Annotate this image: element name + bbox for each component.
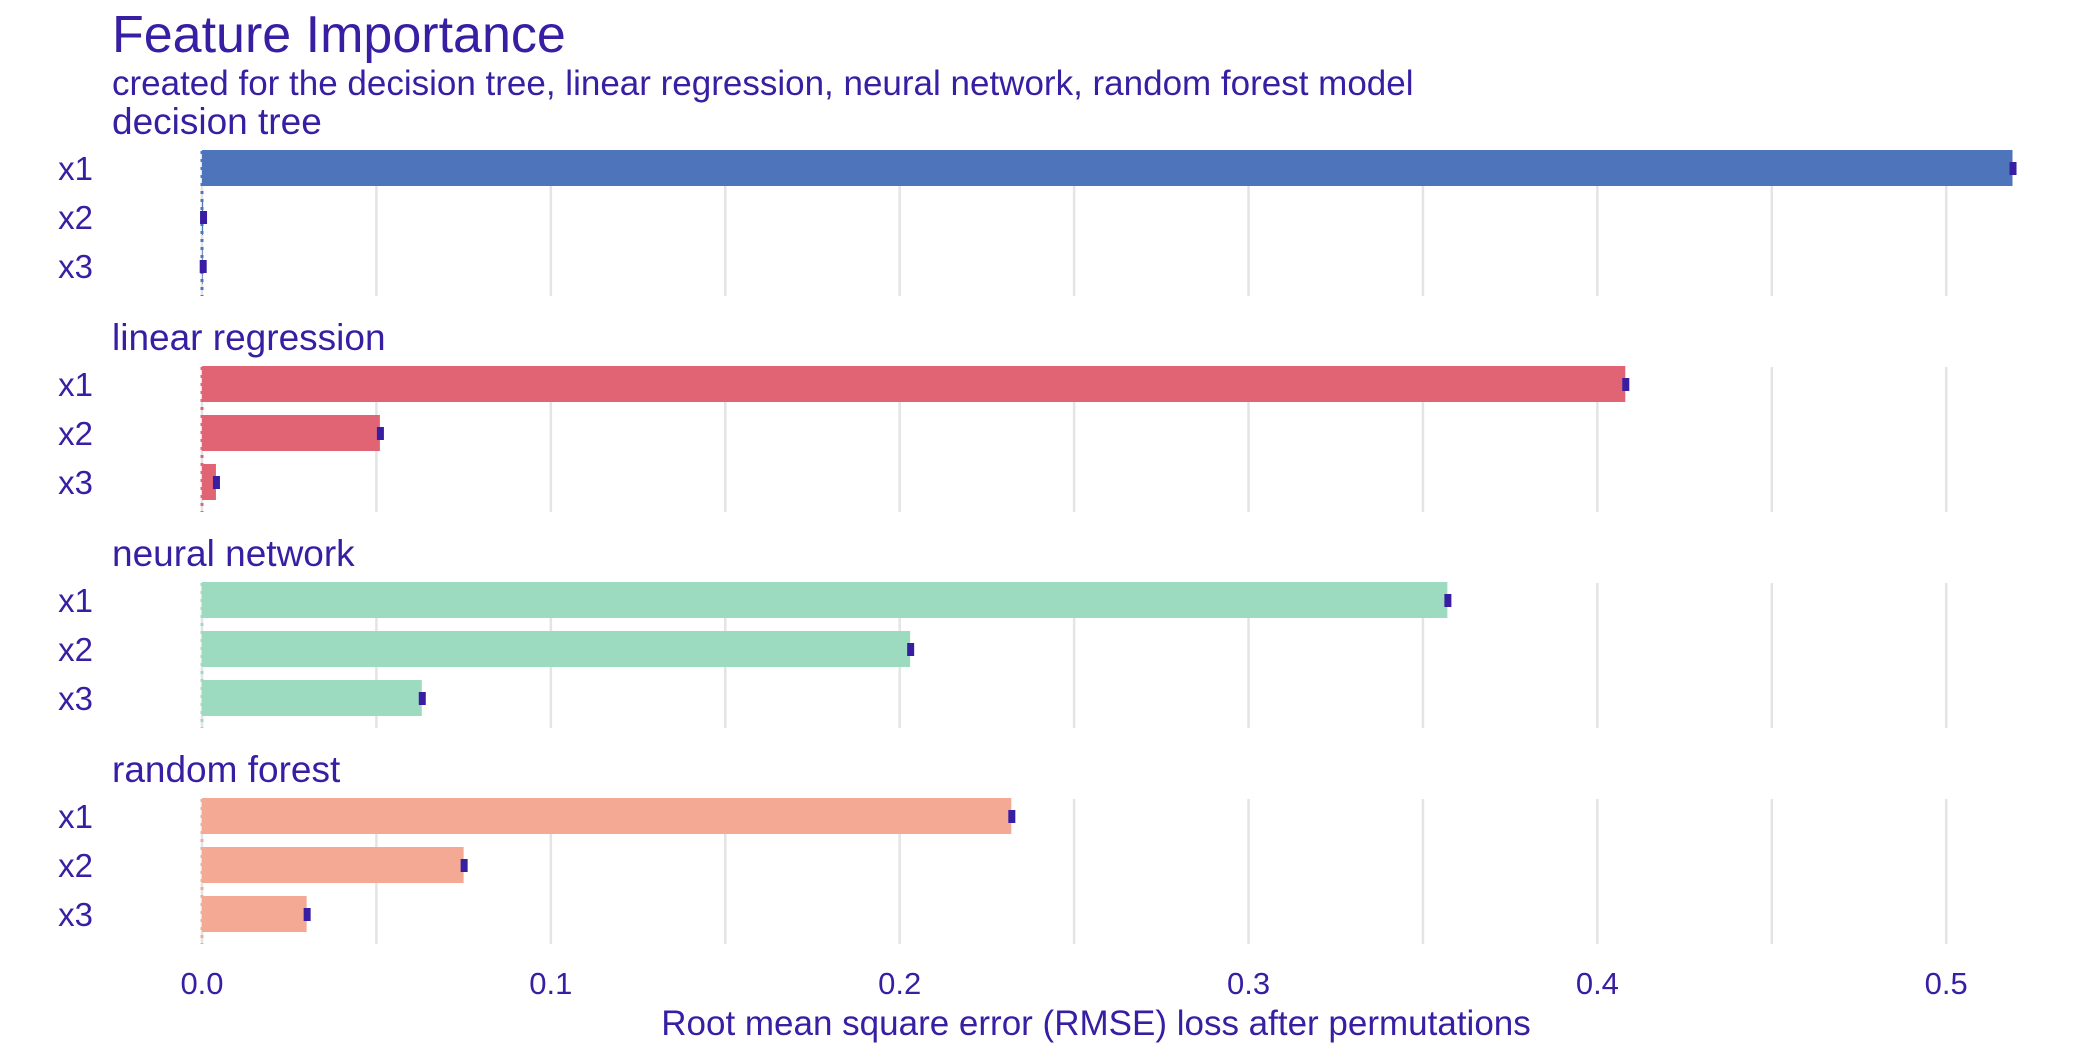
importance-bar	[202, 150, 2013, 186]
error-bar-marker	[1444, 594, 1452, 607]
variable-label: x1	[58, 366, 93, 403]
variable-label: x3	[58, 680, 93, 717]
importance-bar	[202, 464, 216, 500]
importance-bar	[202, 847, 464, 883]
error-bar-marker	[212, 476, 220, 489]
panel-title: neural network	[112, 533, 355, 574]
panel-title: random forest	[112, 749, 341, 790]
error-bar-marker	[303, 908, 311, 921]
variable-label: x2	[58, 631, 93, 668]
error-bar-marker	[460, 859, 468, 872]
variable-label: x1	[58, 150, 93, 187]
error-bar-marker	[2009, 162, 2017, 175]
x-tick-label: 0.4	[1576, 966, 1619, 1001]
x-tick-label: 0.1	[529, 966, 572, 1001]
variable-label: x2	[58, 415, 93, 452]
error-bar-marker	[1622, 378, 1630, 391]
error-bar-marker	[907, 643, 915, 656]
importance-bar	[202, 631, 911, 667]
importance-bar	[202, 366, 1626, 402]
x-tick-label: 0.5	[1925, 966, 1968, 1001]
x-tick-label: 0.3	[1227, 966, 1270, 1001]
variable-label: x2	[58, 199, 93, 236]
x-tick-label: 0.0	[180, 966, 223, 1001]
importance-bar	[202, 798, 1012, 834]
chart-title: Feature Importance	[112, 6, 566, 64]
importance-bar	[202, 415, 380, 451]
error-bar-marker	[200, 211, 208, 224]
variable-label: x1	[58, 798, 93, 835]
x-tick-label: 0.2	[878, 966, 921, 1001]
chart-subtitle: created for the decision tree, linear re…	[112, 64, 1414, 103]
error-bar-marker	[418, 692, 426, 705]
error-bar-marker	[376, 427, 384, 440]
panel-decision-tree: decision tree x1 x2 x3	[58, 101, 2017, 296]
importance-bar	[202, 582, 1448, 618]
panel-random-forest: random forest x1 x2 x3	[58, 749, 1948, 944]
x-axis: 0.0 0.1 0.2 0.3 0.4 0.5	[180, 966, 1967, 1001]
importance-bar	[202, 680, 422, 716]
panel-neural-network: neural network x1 x2 x3	[58, 533, 1948, 728]
panel-linear-regression: linear regression x1 x2 x3	[58, 317, 1948, 512]
variable-label: x3	[58, 248, 93, 285]
variable-label: x3	[58, 464, 93, 501]
panel-title: linear regression	[112, 317, 386, 358]
importance-bar	[202, 896, 307, 932]
variable-label: x1	[58, 582, 93, 619]
variable-label: x3	[58, 896, 93, 933]
chart-panels: decision tree x1 x2 x3 linear regression x1 x2…	[58, 101, 2017, 944]
error-bar-marker	[199, 260, 207, 273]
panel-title: decision tree	[112, 101, 322, 142]
x-axis-label: Root mean square error (RMSE) loss after…	[661, 1004, 1531, 1043]
error-bar-marker	[1008, 810, 1016, 823]
variable-label: x2	[58, 847, 93, 884]
